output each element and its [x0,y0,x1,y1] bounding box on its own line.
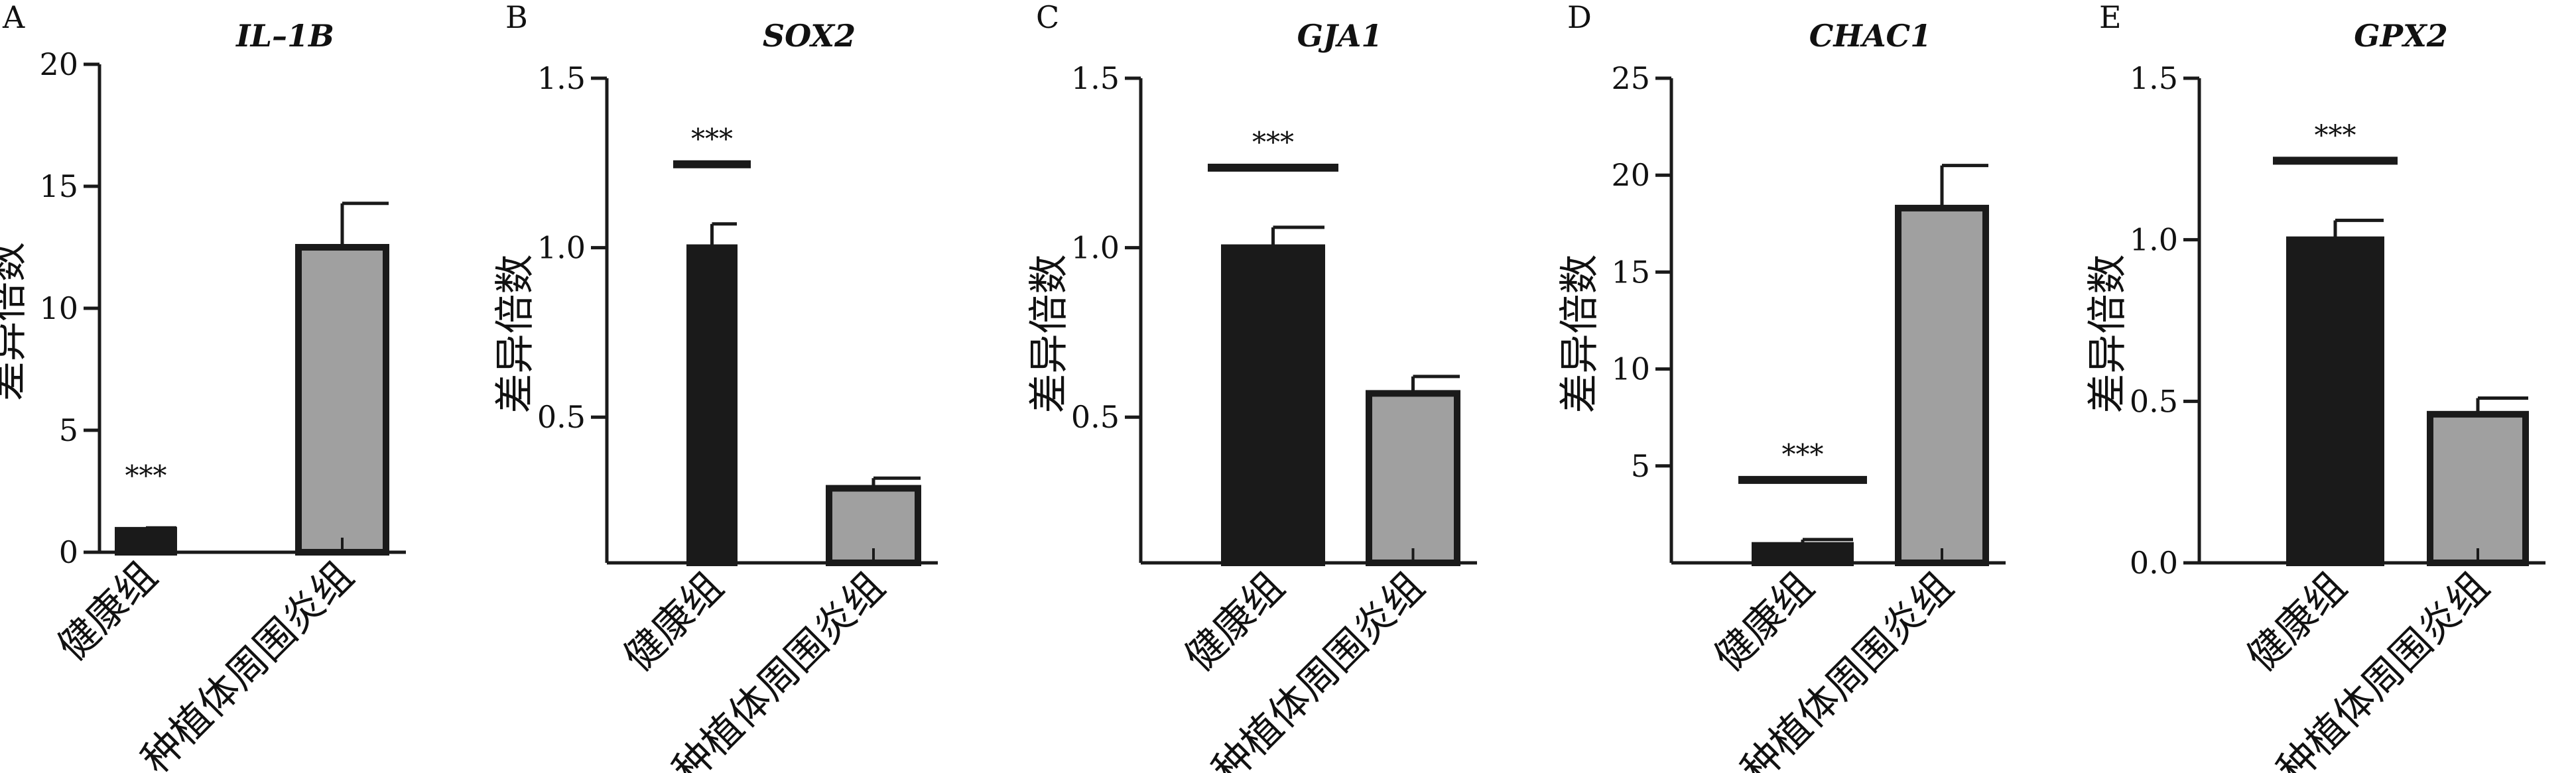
y-tick-label: 0.5 [537,399,586,435]
bar-healthy [686,244,738,566]
significance-label: *** [1782,438,1824,471]
chart-title: GPX2 [2354,18,2448,54]
y-tick-label: 25 [1611,60,1650,96]
significance-label: *** [2315,119,2356,151]
chart-title: GJA1 [1297,18,1383,54]
y-axis-label: 差异倍数 [0,242,31,401]
y-tick-label: 0.0 [2130,545,2178,581]
significance-label: *** [691,123,733,155]
panel-letter: B [505,0,528,35]
panel-letter: C [1036,0,1059,35]
x-category-label: 健康组 [2238,564,2356,681]
bar-healthy [2286,236,2384,566]
y-tick-label: 1.5 [2130,60,2178,96]
bar-peri-implantitis [1895,204,1989,566]
significance-line [1738,475,1867,484]
significance-label: *** [1252,126,1294,158]
y-tick-label: 10 [39,290,78,326]
panel-letter: D [1567,0,1592,35]
chart-title: IL–1B [235,18,334,54]
y-tick-label: 5 [1631,448,1650,484]
y-axis-label: 差异倍数 [1026,255,1072,414]
y-tick-label: 15 [1611,254,1650,290]
significance-label: *** [125,459,167,492]
y-tick-label: 20 [39,46,78,82]
y-tick-label: 1.0 [1071,230,1120,266]
y-tick-label: 10 [1611,351,1650,387]
bar-peri-implantitis [1366,390,1460,566]
x-category-label: 健康组 [1706,564,1823,681]
panel-letter: A [2,0,25,35]
panel-letter: E [2099,0,2122,35]
y-axis-label: 差异倍数 [492,255,539,414]
y-tick-label: 15 [39,168,78,204]
x-category-label: 种植体周围炎组 [133,553,362,773]
y-tick-label: 0.5 [1071,399,1120,435]
bar-healthy [1221,244,1325,566]
y-tick-label: 1.0 [537,230,586,266]
y-tick-label: 0.5 [2130,383,2178,419]
x-category-label: 健康组 [615,564,732,681]
significance-line [1208,163,1338,172]
y-tick-label: 1.5 [1071,60,1120,96]
y-tick-label: 20 [1611,157,1650,193]
chart-title: SOX2 [763,18,856,54]
y-axis-label: 差异倍数 [2085,255,2131,414]
y-tick-label: 1.0 [2130,222,2178,258]
significance-line [673,160,751,168]
y-tick-label: 0 [59,534,78,570]
x-category-label: 健康组 [1176,564,1293,681]
y-axis-label: 差异倍数 [1557,255,1603,414]
bar-peri-implantitis [295,244,389,556]
y-tick-label: 1.5 [537,60,586,96]
significance-line [2273,156,2398,165]
bar-peri-implantitis [2427,410,2529,566]
chart-title: CHAC1 [1809,18,1931,54]
y-tick-label: 5 [59,412,78,448]
x-category-label: 健康组 [49,553,166,670]
